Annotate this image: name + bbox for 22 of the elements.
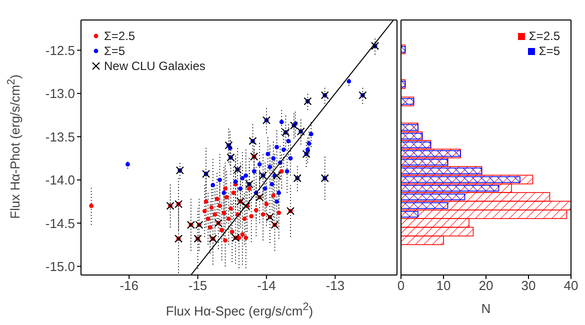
- text: Σ=5: [538, 44, 560, 58]
- x-axis-title: Flux Hα-Spec (erg/s/cm$^{2}$): [164, 301, 314, 318]
- x-tick-label: -16: [120, 278, 138, 294]
- y-tick-label: -14.0: [45, 172, 75, 188]
- text: Σ=2.5: [528, 29, 560, 43]
- y-tick-label: -13.0: [45, 86, 75, 102]
- y-tick-label: -14.5: [45, 216, 75, 231]
- x-tick-label: -14: [257, 278, 276, 294]
- x-axis-title: N: [480, 301, 492, 316]
- x-tick-label: 40: [564, 278, 578, 294]
- y-tick-label: -15.0: [45, 258, 75, 274]
- x-tick-label: -13: [326, 278, 345, 294]
- x-tick-label: -15: [188, 278, 208, 294]
- legend-label: Σ=2.5: [104, 29, 136, 43]
- legend-label: New CLU Galaxies: [104, 59, 206, 73]
- x-tick-label: 0: [397, 278, 405, 294]
- legend-label: Σ=5: [104, 44, 126, 58]
- x-tick-label: 10: [436, 278, 451, 294]
- y-tick-label: -13.5: [45, 129, 75, 144]
- x-tick-label: 20: [478, 278, 494, 294]
- y-tick-label: -12.5: [45, 42, 75, 58]
- x-tick-label: 30: [521, 278, 536, 294]
